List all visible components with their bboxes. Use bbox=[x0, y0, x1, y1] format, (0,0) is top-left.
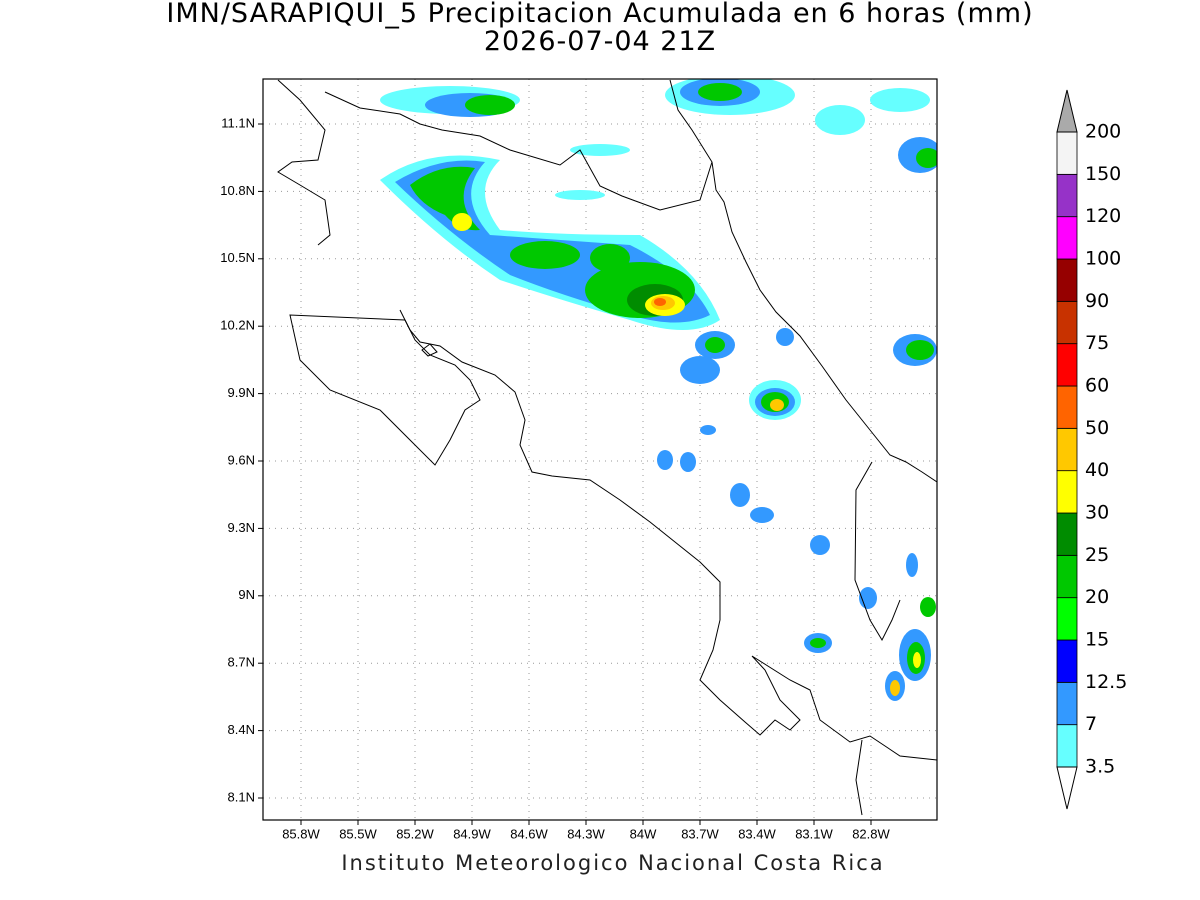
lat-tick-label: 8.4N bbox=[228, 722, 255, 737]
lat-tick-label: 8.7N bbox=[228, 655, 255, 670]
colorbar-label: 30 bbox=[1085, 502, 1109, 524]
colorbar-label: 40 bbox=[1085, 459, 1109, 481]
lon-tick-label: 84.6W bbox=[510, 826, 548, 841]
colorbar-label: 25 bbox=[1085, 544, 1109, 566]
axes: 85.8W 85.5W 85.2W 84.9W 84.6W 84.3W 84W 83.7W 83… bbox=[220, 115, 890, 841]
colorbar-label: 120 bbox=[1085, 205, 1121, 227]
lat-tick-label: 11.1N bbox=[221, 115, 255, 130]
coastlines bbox=[277, 79, 937, 816]
lat-tick-label: 10.8N bbox=[220, 183, 255, 198]
rain-band-north bbox=[380, 79, 937, 200]
colorbar-label: 15 bbox=[1085, 629, 1109, 651]
colorbar-under bbox=[1056, 766, 1078, 810]
lon-tick-label: 83.1W bbox=[795, 826, 833, 841]
rain-cells-south bbox=[657, 328, 937, 701]
colorbar-segment bbox=[1056, 300, 1078, 345]
plot-frame bbox=[262, 78, 938, 821]
lat-tick-label: 10.2N bbox=[220, 318, 255, 333]
colorbar-segment bbox=[1056, 427, 1078, 472]
colorbar-segment bbox=[1056, 681, 1078, 726]
colorbar-label: 7 bbox=[1085, 713, 1097, 735]
rain-band-central bbox=[380, 155, 735, 384]
colorbar-label: 50 bbox=[1085, 417, 1109, 439]
colorbar-segment bbox=[1056, 131, 1078, 175]
colorbar: 3.5 7 12.5 15 20 25 30 40 50 60 75 90 100 120 150 200 bbox=[1056, 89, 1127, 810]
colorbar-over bbox=[1056, 89, 1078, 133]
colorbar-segment bbox=[1056, 597, 1078, 641]
colorbar-label: 3.5 bbox=[1085, 756, 1115, 778]
colorbar-label: 12.5 bbox=[1085, 671, 1127, 693]
lat-tick-label: 9N bbox=[238, 587, 255, 602]
grid bbox=[263, 79, 937, 820]
colorbar-segment bbox=[1056, 554, 1078, 599]
colorbar-segment bbox=[1056, 216, 1078, 260]
lat-tick-label: 9.3N bbox=[228, 520, 255, 535]
lon-tick-label: 82.8W bbox=[852, 826, 890, 841]
lat-tick-label: 8.1N bbox=[228, 789, 255, 804]
lon-tick-label: 83.7W bbox=[681, 826, 719, 841]
lat-tick-label: 10.5N bbox=[220, 250, 255, 265]
subtitle: 2026-07-04 21Z bbox=[484, 26, 716, 57]
colorbar-label: 150 bbox=[1085, 163, 1121, 185]
colorbar-segment bbox=[1056, 385, 1078, 429]
colorbar-segment bbox=[1056, 639, 1078, 683]
colorbar-label: 200 bbox=[1085, 121, 1121, 143]
lon-tick-label: 85.5W bbox=[339, 826, 377, 841]
colorbar-label: 20 bbox=[1085, 586, 1109, 608]
lon-tick-label: 85.8W bbox=[282, 826, 320, 841]
colorbar-label: 90 bbox=[1085, 290, 1109, 312]
footer: Instituto Meteorologico Nacional Costa R… bbox=[341, 851, 884, 875]
colorbar-segment bbox=[1056, 512, 1078, 556]
title: IMN/SARAPIQUI_5 Precipitacion Acumulada … bbox=[166, 0, 1033, 29]
lon-tick-label: 84.9W bbox=[453, 826, 491, 841]
colorbar-label: 100 bbox=[1085, 248, 1121, 270]
lon-tick-label: 83.4W bbox=[738, 826, 776, 841]
lon-tick-label: 85.2W bbox=[396, 826, 434, 841]
colorbar-segment bbox=[1056, 470, 1078, 514]
colorbar-label: 75 bbox=[1085, 332, 1109, 354]
lat-tick-label: 9.6N bbox=[228, 452, 255, 467]
precipitation-field bbox=[380, 79, 937, 701]
lon-tick-label: 84W bbox=[630, 826, 657, 841]
lon-tick-label: 84.3W bbox=[567, 826, 605, 841]
colorbar-segment bbox=[1056, 724, 1078, 768]
lat-tick-label: 9.9N bbox=[228, 385, 255, 400]
colorbar-segment bbox=[1056, 173, 1078, 218]
colorbar-label: 60 bbox=[1085, 375, 1109, 397]
colorbar-segment bbox=[1056, 258, 1078, 302]
colorbar-segment bbox=[1056, 343, 1078, 387]
